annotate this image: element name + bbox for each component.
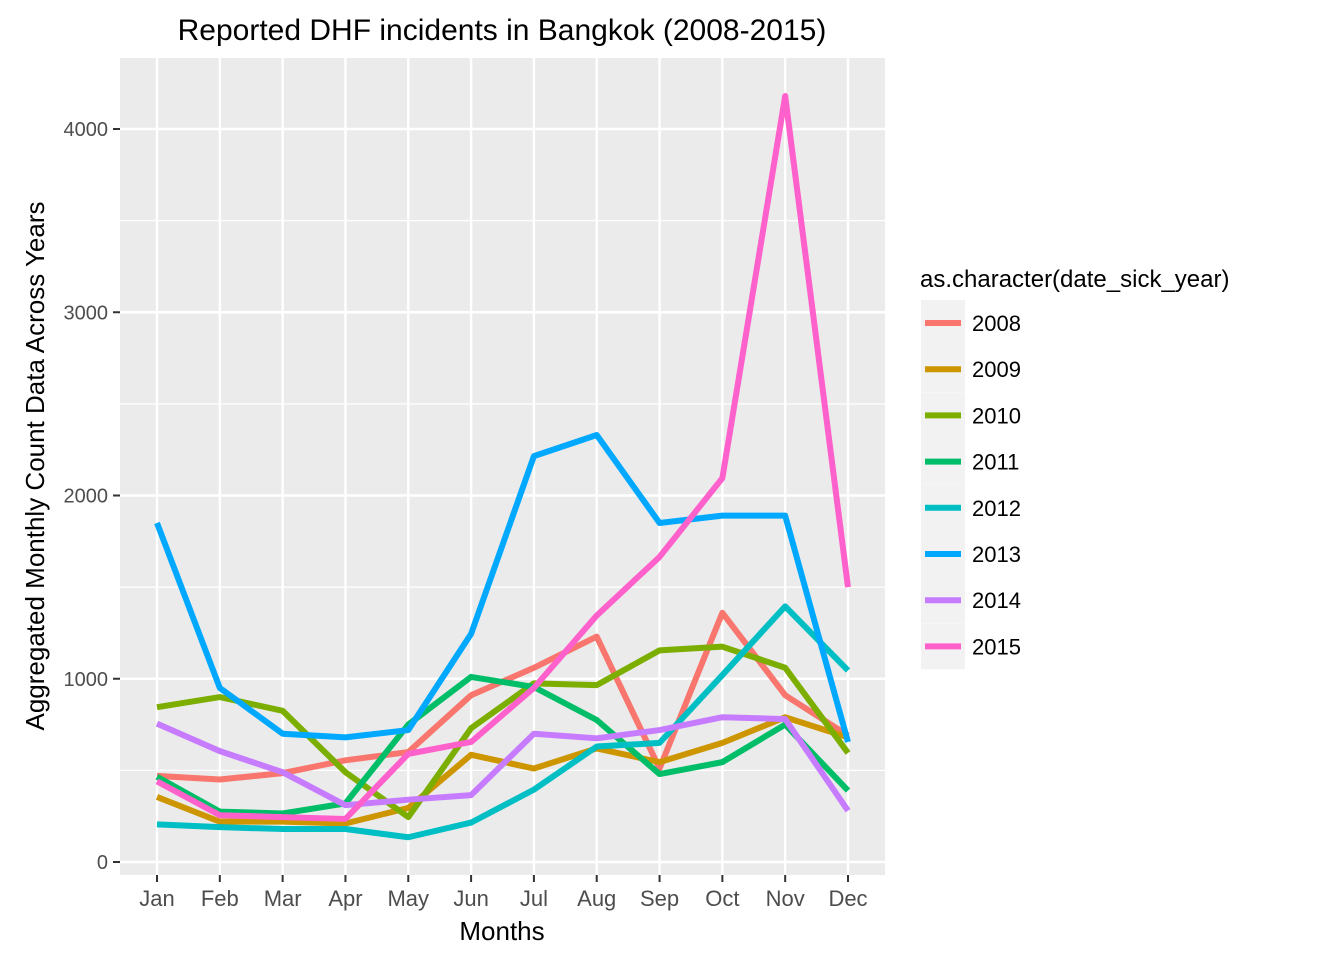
legend-label-2011: 2011 <box>972 450 1019 475</box>
y-tick-label: 0 <box>97 852 108 874</box>
x-tick-label: Nov <box>766 886 805 911</box>
series-line-2015 <box>155 93 851 822</box>
x-tick-label: Dec <box>828 886 867 911</box>
x-tick-label: Apr <box>328 886 362 911</box>
legend-title: as.character(date_sick_year) <box>920 266 1229 293</box>
legend-label-2014: 2014 <box>972 588 1021 613</box>
series-line-2013 <box>154 432 851 743</box>
x-tick-label: Sep <box>640 886 679 911</box>
x-tick-label: Oct <box>705 886 739 911</box>
axes: 0 1000 2000 3000 4000 Jan Feb Mar Apr May Jun Jul Au… <box>64 119 868 911</box>
chart-title: Reported DHF incidents in Bangkok (2008-… <box>178 14 827 47</box>
legend-label-2009: 2009 <box>972 357 1021 382</box>
series-line-2011 <box>155 673 851 817</box>
y-tick-label: 3000 <box>64 302 109 324</box>
x-tick-label: Aug <box>577 886 616 911</box>
legend-label-2010: 2010 <box>972 403 1021 428</box>
x-tick-label: Jul <box>520 886 548 911</box>
legend-label-2015: 2015 <box>972 634 1021 659</box>
x-tick-label: Jan <box>139 886 174 911</box>
series-line-2012 <box>156 603 851 841</box>
legend-label-2012: 2012 <box>972 496 1021 521</box>
series-line-2014 <box>155 714 851 813</box>
x-tick-label: May <box>387 886 429 911</box>
x-axis-label: Months <box>459 916 544 946</box>
y-tick-label: 1000 <box>64 669 109 691</box>
legend: as.character(date_sick_year) 2008 2009 201… <box>920 266 1229 670</box>
legend-label-2013: 2013 <box>972 542 1021 567</box>
x-tick-label: Jun <box>453 886 488 911</box>
series-line-2010 <box>156 643 851 821</box>
x-tick-label: Mar <box>264 886 302 911</box>
series-lines <box>154 93 851 841</box>
y-tick-label: 2000 <box>64 486 109 508</box>
gridlines <box>120 58 885 875</box>
x-tick-label: Feb <box>201 886 239 911</box>
y-axis-label: Aggregated Monthly Count Data Across Yea… <box>20 202 50 731</box>
y-tick-label: 4000 <box>64 119 109 141</box>
legend-label-2008: 2008 <box>972 311 1021 336</box>
